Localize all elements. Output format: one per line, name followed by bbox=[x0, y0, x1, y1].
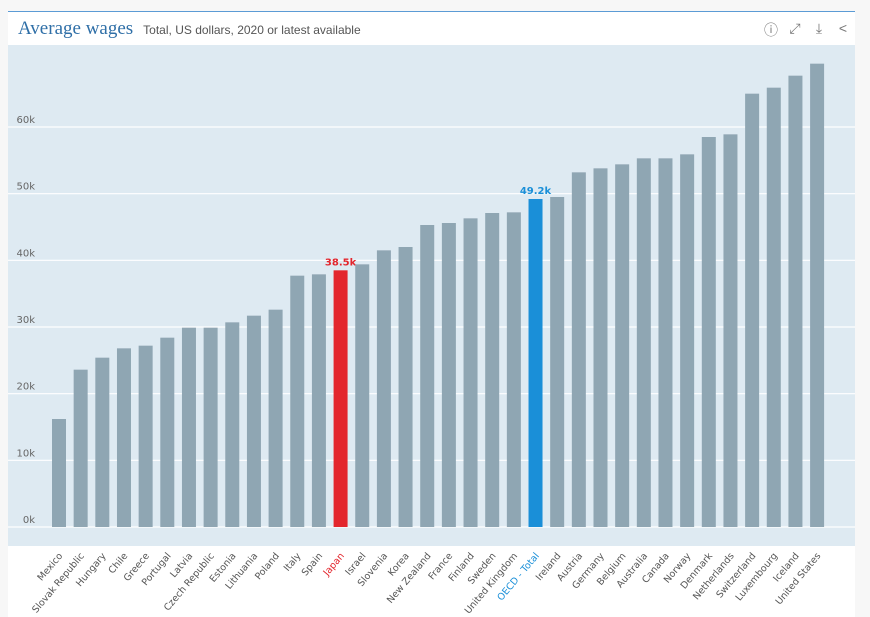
bar-sweden bbox=[485, 213, 500, 527]
bar-estonia bbox=[225, 322, 240, 527]
bar-slovenia bbox=[376, 250, 391, 528]
y-tick-label: 20k bbox=[16, 382, 35, 393]
data-label: 49.2k bbox=[520, 186, 552, 197]
bar-greece bbox=[138, 345, 153, 527]
bar-poland bbox=[268, 309, 283, 527]
bar-norway bbox=[680, 154, 695, 528]
bar-canada bbox=[658, 158, 673, 528]
bar-austria bbox=[571, 172, 586, 528]
bar-japan bbox=[333, 270, 348, 527]
bar-hungary bbox=[95, 357, 110, 527]
bar-switzerland bbox=[745, 93, 760, 528]
download-icon[interactable]: ⤓ bbox=[815, 20, 823, 36]
bar-united-states bbox=[810, 63, 825, 528]
bar-slovak-republic bbox=[73, 369, 88, 527]
y-tick-label: 40k bbox=[16, 248, 35, 259]
bar-chile bbox=[116, 348, 131, 527]
bar-australia bbox=[636, 158, 651, 528]
chart-subtitle: Total, US dollars, 2020 or latest availa… bbox=[143, 23, 361, 37]
bar-netherlands bbox=[723, 134, 738, 528]
bar-mexico bbox=[52, 419, 66, 527]
bar-france bbox=[441, 223, 456, 527]
bar-germany bbox=[593, 168, 608, 528]
bar-ireland bbox=[550, 197, 565, 527]
bar-united-kingdom bbox=[506, 212, 521, 528]
x-tick-label: Spain bbox=[300, 551, 325, 578]
bar-oecd-total bbox=[528, 199, 543, 527]
bar-spain bbox=[311, 274, 326, 527]
bar-italy bbox=[290, 275, 305, 527]
bar-portugal bbox=[160, 337, 175, 527]
y-tick-label: 0k bbox=[23, 515, 35, 526]
info-icon[interactable]: ⓘ bbox=[764, 22, 778, 38]
bar-korea bbox=[398, 247, 413, 527]
data-label: 38.5k bbox=[325, 257, 357, 268]
bar-belgium bbox=[615, 164, 630, 528]
bar-finland bbox=[463, 218, 478, 528]
y-tick-label: 60k bbox=[16, 115, 35, 126]
y-tick-label: 30k bbox=[16, 315, 35, 326]
bar-denmark bbox=[701, 137, 716, 527]
bar-iceland bbox=[788, 75, 803, 528]
y-tick-label: 50k bbox=[16, 182, 35, 193]
bar-luxembourg bbox=[766, 87, 781, 528]
bar-lithuania bbox=[246, 315, 261, 527]
bar-new-zealand bbox=[420, 225, 435, 527]
bar-czech-republic bbox=[203, 327, 218, 527]
bar-latvia bbox=[181, 327, 196, 527]
x-tick-label: Japan bbox=[321, 551, 347, 579]
y-tick-label: 10k bbox=[16, 448, 35, 459]
share-icon[interactable]: < bbox=[838, 20, 848, 36]
chart-title: Average wages bbox=[18, 18, 134, 39]
fullscreen-icon[interactable]: ⤢ bbox=[789, 20, 801, 36]
bar-israel bbox=[355, 264, 370, 527]
